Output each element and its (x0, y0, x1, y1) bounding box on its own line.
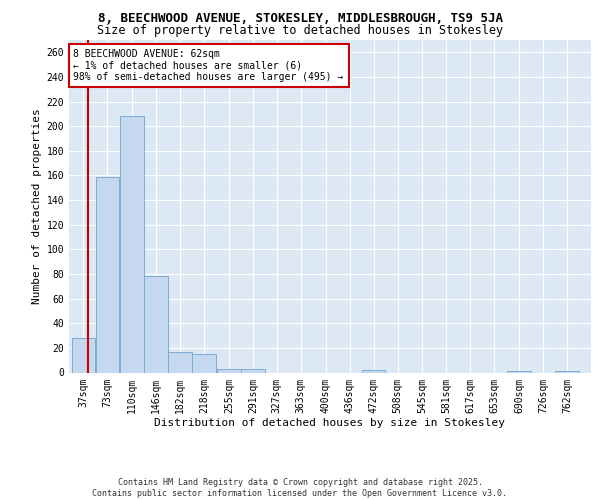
Y-axis label: Number of detached properties: Number of detached properties (32, 108, 43, 304)
X-axis label: Distribution of detached houses by size in Stokesley: Distribution of detached houses by size … (155, 418, 505, 428)
Text: Contains HM Land Registry data © Crown copyright and database right 2025.
Contai: Contains HM Land Registry data © Crown c… (92, 478, 508, 498)
Bar (168, 352, 192, 372)
Bar (144, 276, 168, 372)
Bar (120, 116, 144, 372)
Text: 8 BEECHWOOD AVENUE: 62sqm
← 1% of detached houses are smaller (6)
98% of semi-de: 8 BEECHWOOD AVENUE: 62sqm ← 1% of detach… (73, 48, 344, 82)
Bar (71, 338, 95, 372)
Bar (192, 354, 216, 372)
Text: Size of property relative to detached houses in Stokesley: Size of property relative to detached ho… (97, 24, 503, 37)
Bar (217, 369, 241, 372)
Bar (95, 176, 119, 372)
Text: 8, BEECHWOOD AVENUE, STOKESLEY, MIDDLESBROUGH, TS9 5JA: 8, BEECHWOOD AVENUE, STOKESLEY, MIDDLESB… (97, 12, 503, 24)
Bar (362, 370, 385, 372)
Bar (241, 369, 265, 372)
